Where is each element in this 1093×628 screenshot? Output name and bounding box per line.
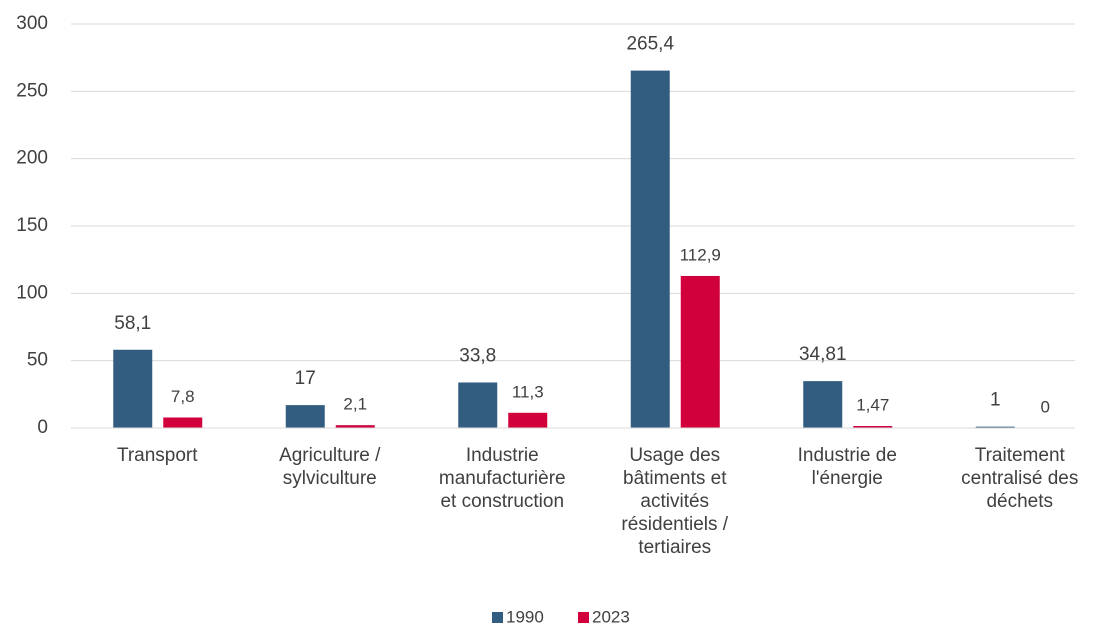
y-tick-label: 100	[16, 282, 48, 303]
y-tick-label: 250	[16, 80, 48, 101]
bar	[680, 275, 720, 428]
data-label: 112,9	[680, 245, 721, 264]
data-label: 0	[1041, 397, 1050, 416]
bar	[975, 426, 1015, 428]
bar	[163, 417, 203, 428]
data-label: 2,1	[343, 395, 367, 414]
x-tick-label: Agriculture / sylviculture	[279, 445, 381, 489]
legend-swatch	[492, 612, 503, 623]
legend-swatch	[578, 612, 589, 623]
bar	[853, 426, 893, 428]
x-tick-label: Industrie manufacturière et construction	[438, 445, 566, 512]
legend-label: 1990	[506, 607, 544, 626]
bar	[803, 381, 843, 428]
x-tick-label: Transport	[116, 445, 198, 466]
bar	[508, 412, 548, 428]
data-label: 11,3	[512, 382, 544, 401]
bar	[285, 405, 325, 428]
bar	[630, 70, 670, 428]
data-label: 7,8	[171, 387, 195, 406]
data-label: 1,47	[856, 396, 889, 415]
bar	[458, 382, 498, 428]
y-tick-label: 300	[16, 13, 48, 34]
y-tick-label: 200	[16, 148, 48, 169]
data-label: 1	[990, 390, 1001, 411]
x-tick-label: Industrie de l'énergie	[797, 445, 897, 489]
data-label: 58,1	[114, 313, 151, 334]
bar	[113, 349, 153, 428]
data-label: 34,81	[799, 344, 847, 365]
bar	[335, 425, 375, 428]
data-label: 33,8	[459, 345, 496, 366]
x-tick-label: Usage des bâtiments et activités résiden…	[621, 445, 729, 558]
data-label: 17	[295, 368, 316, 389]
y-tick-label: 150	[16, 215, 48, 236]
data-label: 265,4	[626, 34, 674, 55]
y-tick-label: 0	[37, 417, 48, 438]
legend-label: 2023	[592, 607, 630, 626]
x-tick-label: Traitement centralisé des déchets	[961, 445, 1079, 512]
y-tick-label: 50	[27, 350, 48, 371]
